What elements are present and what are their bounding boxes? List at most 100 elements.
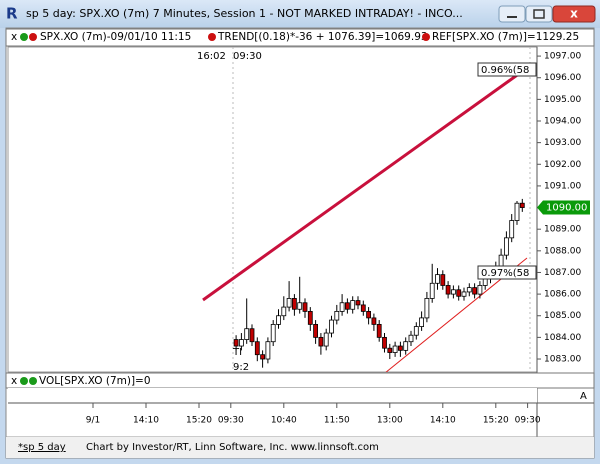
y-tick-label: 1095.00 xyxy=(544,95,581,105)
y-tick-label: 1083.00 xyxy=(544,355,581,365)
candle-body xyxy=(276,315,281,325)
candle-body xyxy=(350,300,356,310)
header-menu: x xyxy=(11,31,17,43)
y-tick-label: 1097.00 xyxy=(544,52,581,62)
y-tick-label: 1087.00 xyxy=(544,268,581,278)
app-icon: R xyxy=(6,5,18,23)
status-bar xyxy=(6,437,594,458)
candle-body xyxy=(286,298,292,308)
candle-body xyxy=(498,254,504,267)
x-tick-label: 14:10 xyxy=(430,416,456,426)
candle-body xyxy=(503,237,509,256)
candle-body xyxy=(366,311,372,319)
y-tick-label: 1088.00 xyxy=(544,246,581,256)
status-dot xyxy=(29,33,37,41)
candle-body xyxy=(382,336,387,349)
candle-body xyxy=(254,341,260,356)
x-tick-label: 11:50 xyxy=(324,416,350,426)
candle-body xyxy=(233,339,239,347)
candle-body xyxy=(450,289,456,295)
candle-body xyxy=(519,202,525,208)
volume-pane xyxy=(8,388,537,403)
x-tick-label: 15:20 xyxy=(186,416,212,426)
y-tick-label: 1086.00 xyxy=(544,290,581,300)
candle-body xyxy=(371,317,377,325)
x-tick-label: 09:30 xyxy=(218,416,244,426)
x-tick-label: 09:30 xyxy=(515,416,541,426)
candle-body xyxy=(355,300,361,306)
candle-body xyxy=(419,317,425,327)
trend-dot xyxy=(208,33,216,41)
candle-body xyxy=(323,332,329,347)
y-tick-label: 1096.00 xyxy=(544,73,581,83)
candle-body xyxy=(514,202,520,221)
ref-dot xyxy=(422,33,430,41)
volume-menu: x xyxy=(11,375,17,387)
candle-body xyxy=(413,326,419,336)
candle-body xyxy=(265,341,271,360)
status-dot xyxy=(29,377,37,385)
candle-body xyxy=(408,334,414,343)
candle-body xyxy=(302,302,308,312)
y-tick-label: 1093.00 xyxy=(544,138,581,148)
annotation: 0.96%(58 xyxy=(481,65,529,76)
candle-body xyxy=(509,220,515,239)
header-row xyxy=(5,28,595,47)
axis-button[interactable]: A xyxy=(580,391,587,402)
candle-body xyxy=(429,282,435,299)
status-dot xyxy=(20,33,28,41)
y-tick-label: 1092.00 xyxy=(544,160,581,170)
candle-body xyxy=(291,298,297,310)
maximize-icon xyxy=(533,9,545,19)
annotation-box xyxy=(477,62,537,77)
credit: Chart by Investor/RT, Linn Software, Inc… xyxy=(86,442,379,453)
candle-body xyxy=(466,287,472,293)
candle-body xyxy=(360,304,366,312)
candle-body xyxy=(376,323,382,338)
y-tick-label: 1084.00 xyxy=(544,333,581,343)
trend-line xyxy=(202,66,528,302)
header-ref: REF[SPX.XO (7m)]=1129.25 xyxy=(432,31,579,43)
last-price-label: 1090.00 xyxy=(546,203,587,214)
annotation: 9:2 xyxy=(233,362,249,373)
candle-body xyxy=(334,311,340,321)
candle-body xyxy=(387,347,393,353)
candle-body xyxy=(456,289,462,297)
annotation-box xyxy=(477,265,537,280)
candle-body xyxy=(440,274,446,286)
annotation: 0.97%(58 xyxy=(481,268,529,279)
candle-body xyxy=(307,311,313,325)
y-tick-label: 1094.00 xyxy=(544,117,581,127)
annotation: TI xyxy=(232,347,242,358)
candle-body xyxy=(329,319,334,334)
tab[interactable]: *sp 5 day xyxy=(18,442,66,453)
minimize-button[interactable] xyxy=(498,5,526,23)
candle-body xyxy=(238,339,244,347)
candle-body xyxy=(435,274,440,284)
y-tick-label: 1089.00 xyxy=(544,225,581,235)
close-icon: x xyxy=(570,7,578,21)
candle-body xyxy=(397,345,403,351)
maximize-button[interactable] xyxy=(525,5,553,23)
candle-body xyxy=(477,285,483,295)
plot-area xyxy=(7,46,538,373)
candle-body xyxy=(461,291,467,297)
x-tick-label: 15:20 xyxy=(483,416,509,426)
candle-body xyxy=(244,328,250,340)
last-price-tag xyxy=(537,200,590,215)
candle-body xyxy=(313,323,319,338)
close-button[interactable] xyxy=(552,5,596,23)
candle-body xyxy=(281,306,287,317)
header-symbol: SPX.XO (7m)-09/01/10 11:15 xyxy=(40,31,191,43)
candle-body xyxy=(482,278,488,286)
candle-body xyxy=(249,328,255,343)
candle-body xyxy=(339,302,345,312)
candle-body xyxy=(472,287,478,295)
plot-content xyxy=(202,47,531,372)
candle-body xyxy=(270,323,276,343)
candle-body xyxy=(403,341,409,351)
time-label: 16:02 xyxy=(197,51,226,62)
x-tick-label: 13:00 xyxy=(377,416,403,426)
